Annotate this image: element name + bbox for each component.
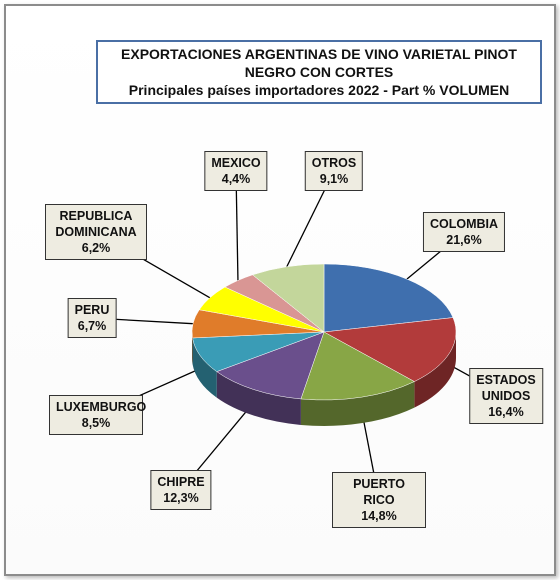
title-box: EXPORTACIONES ARGENTINAS DE VINO VARIETA… [96,40,542,104]
slice-top [216,331,325,400]
pie-slice [252,263,325,333]
category-label: MEXICO [211,156,261,170]
slice-top [300,331,415,401]
data-label: PUERTO RICO 14,8% [332,472,426,528]
pie-slice [323,263,454,333]
slice-side [414,332,456,408]
category-label: LUXEMBURGO [56,400,147,414]
category-label: REPUBLICA DOMINICANA [55,209,137,239]
value-label: 16,4% [488,405,524,419]
category-label: OTROS [311,156,357,170]
pie-slice [300,331,415,427]
slice-top [252,263,325,333]
data-label: MEXICO 4,4% [204,151,268,191]
value-label: 12,3% [163,491,199,505]
slice-side [216,371,301,425]
pie-slice [323,317,457,408]
data-label: OTROS 9,1% [304,151,364,191]
chart-subtitle: Principales países importadores 2022 - P… [128,82,510,98]
category-label: PERU [74,303,110,317]
value-label: 9,1% [319,172,349,186]
slice-top [323,263,454,333]
slice-side [192,337,217,398]
value-label: 6,2% [81,241,111,255]
value-label: 21,6% [446,233,482,247]
slice-side [192,332,193,364]
chart [91,170,507,501]
pie-slice [216,331,325,425]
category-label: ESTADOS UNIDOS [476,373,536,403]
data-label: REPUBLICA DOMINICANA 6,2% [45,204,147,260]
data-label: COLOMBIA 21,6% [422,212,506,252]
category-label: PUERTO RICO [353,477,405,507]
category-label: CHIPRE [157,475,205,489]
value-label: 4,4% [221,172,251,186]
data-label: PERU 6,7% [67,298,117,338]
data-label: CHIPRE 12,3% [150,470,212,510]
data-label: ESTADOS UNIDOS 16,4% [469,368,543,424]
value-label: 8,5% [81,416,111,430]
data-label: LUXEMBURGO 8,5% [49,395,147,435]
value-label: 14,8% [361,509,397,523]
value-label: 6,7% [77,319,107,333]
slice-top [323,317,457,382]
category-label: COLOMBIA [429,217,499,231]
chart-frame: EXPORTACIONES ARGENTINAS DE VINO VARIETA… [4,4,556,576]
chart-title: EXPORTACIONES ARGENTINAS DE VINO VARIETA… [121,46,517,80]
slice-side [300,381,415,427]
